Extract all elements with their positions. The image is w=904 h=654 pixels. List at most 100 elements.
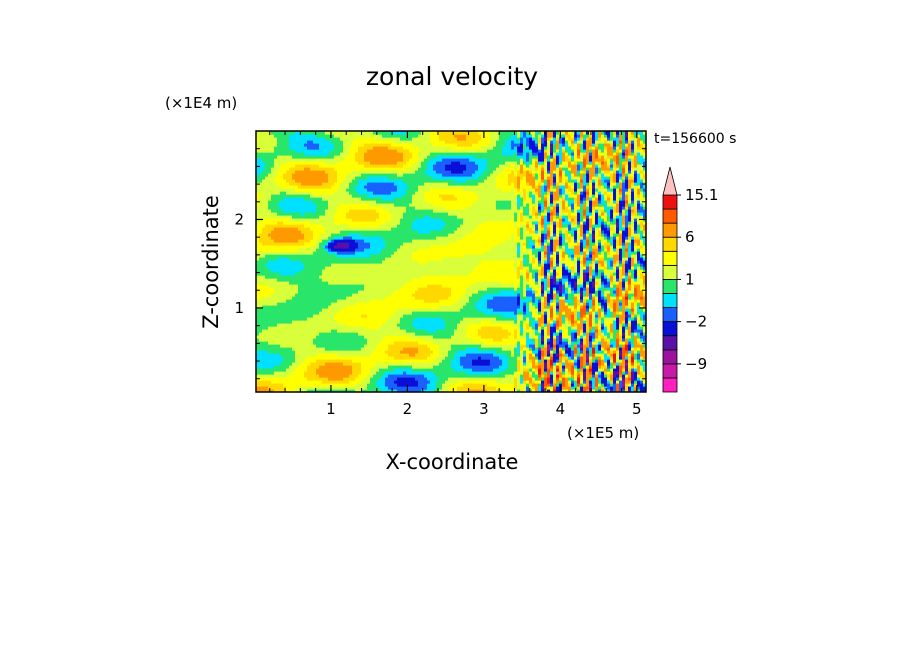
field-cell — [628, 344, 632, 348]
field-cell — [313, 353, 317, 357]
field-cell — [307, 356, 311, 360]
field-cell — [400, 332, 404, 336]
field-cell — [505, 350, 509, 354]
field-cell — [559, 278, 563, 282]
field-cell — [580, 308, 584, 312]
field-cell — [352, 287, 356, 291]
field-cell — [259, 305, 263, 309]
field-cell — [526, 341, 530, 345]
field-cell — [454, 338, 458, 342]
field-cell — [481, 281, 485, 285]
field-cell — [604, 284, 608, 288]
field-cell — [265, 290, 269, 294]
field-cell — [553, 317, 557, 321]
field-cell — [346, 344, 350, 348]
field-cell — [304, 341, 308, 345]
field-cell — [373, 347, 377, 351]
field-cell — [622, 356, 626, 360]
field-cell — [307, 386, 311, 390]
field-cell — [490, 329, 494, 333]
field-cell — [361, 311, 365, 315]
field-cell — [565, 344, 569, 348]
field-cell — [553, 293, 557, 297]
field-cell — [421, 281, 425, 285]
field-cell — [643, 383, 646, 387]
field-cell — [322, 323, 326, 327]
field-cell — [583, 389, 587, 392]
field-cell — [535, 278, 539, 282]
field-cell — [280, 332, 284, 336]
field-cell — [616, 329, 620, 333]
field-cell — [640, 308, 644, 312]
field-cell — [634, 302, 638, 306]
field-cell — [295, 353, 299, 357]
field-cell — [484, 377, 488, 381]
field-cell — [631, 293, 635, 297]
field-cell — [436, 371, 440, 375]
field-cell — [406, 383, 410, 387]
field-cell — [499, 281, 503, 285]
field-cell — [328, 293, 332, 297]
field-cell — [373, 380, 377, 384]
field-cell — [286, 347, 290, 351]
field-cell — [628, 356, 632, 360]
field-cell — [385, 329, 389, 333]
field-cell — [463, 356, 467, 360]
field-cell — [412, 293, 416, 297]
field-cell — [451, 359, 455, 363]
field-cell — [301, 362, 305, 366]
field-cell — [421, 293, 425, 297]
field-cell — [295, 386, 299, 390]
field-cell — [583, 278, 587, 282]
field-cell — [397, 293, 401, 297]
field-cell — [340, 275, 344, 279]
field-cell — [490, 299, 494, 303]
field-cell — [259, 278, 263, 282]
field-cell — [454, 380, 458, 384]
field-cell — [634, 383, 638, 387]
field-cell — [589, 311, 593, 315]
field-cell — [337, 377, 341, 381]
field-cell — [418, 371, 422, 375]
field-cell — [556, 296, 560, 300]
field-cell — [256, 341, 260, 345]
field-cell — [319, 377, 323, 381]
field-cell — [418, 275, 422, 279]
field-cell — [337, 317, 341, 321]
field-cell — [463, 290, 467, 294]
field-cell — [595, 362, 599, 366]
field-cell — [451, 386, 455, 390]
field-cell — [592, 338, 596, 342]
field-cell — [367, 383, 371, 387]
field-cell — [454, 308, 458, 312]
field-cell — [574, 383, 578, 387]
field-cell — [469, 383, 473, 387]
field-cell — [445, 305, 449, 309]
field-cell — [631, 344, 635, 348]
field-cell — [586, 281, 590, 285]
field-cell — [556, 368, 560, 372]
field-cell — [622, 362, 626, 366]
field-cell — [460, 377, 464, 381]
field-cell — [499, 284, 503, 288]
field-cell — [505, 296, 509, 300]
field-cell — [307, 311, 311, 315]
field-cell — [400, 299, 404, 303]
field-cell — [556, 293, 560, 297]
field-cell — [424, 380, 428, 384]
field-cell — [475, 344, 479, 348]
field-cell — [385, 344, 389, 348]
field-cell — [256, 323, 260, 327]
field-cell — [493, 305, 497, 309]
field-cell — [490, 377, 494, 381]
field-cell — [448, 347, 452, 351]
field-cell — [307, 314, 311, 318]
field-cell — [445, 329, 449, 333]
field-cell — [478, 332, 482, 336]
field-cell — [391, 353, 395, 357]
field-cell — [280, 335, 284, 339]
field-cell — [403, 380, 407, 384]
field-cell — [637, 296, 641, 300]
field-cell — [292, 386, 296, 390]
field-cell — [367, 362, 371, 366]
